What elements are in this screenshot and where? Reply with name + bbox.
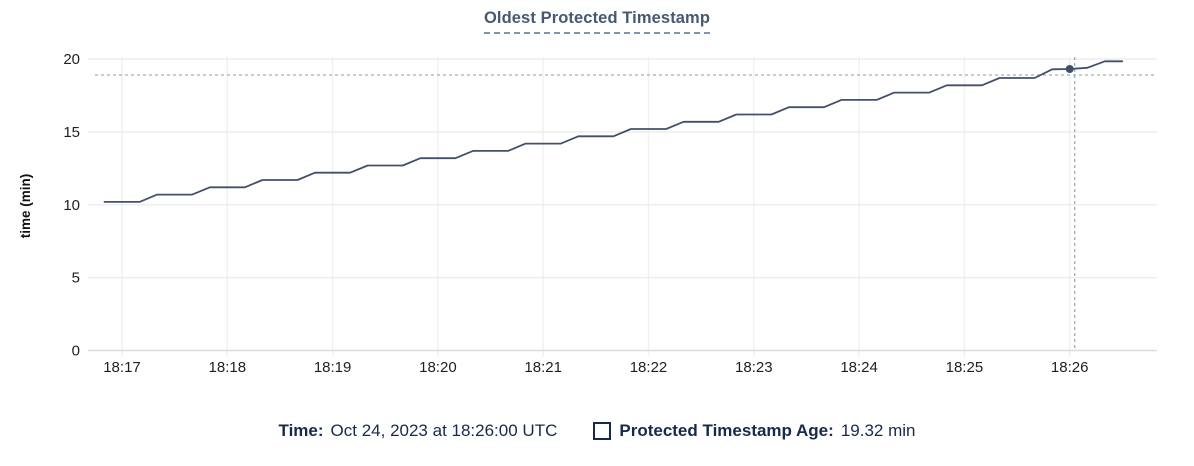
chart-plot-area[interactable]: 18:17 18:18 18:19 18:20 18:21 18:22 18:23 18:24… <box>0 0 1194 400</box>
series-swatch-icon <box>593 422 612 440</box>
x-tick-label: 18:19 <box>314 359 352 376</box>
y-tick-label: 0 <box>72 343 80 360</box>
y-tick-label: 5 <box>72 270 80 287</box>
y-axis-label: time (min) <box>18 174 33 239</box>
legend-series-toggle[interactable]: Protected Timestamp Age: 19.32 min <box>593 421 915 441</box>
y-tick-label: 15 <box>63 124 80 141</box>
y-tick-label: 10 <box>63 197 80 214</box>
hover-crosshair <box>95 57 1157 351</box>
x-tick-label: 18:21 <box>524 359 562 376</box>
chart-title: Oldest Protected Timestamp <box>483 9 711 34</box>
x-tick-label: 18:17 <box>103 359 141 376</box>
hover-point-dot <box>1065 65 1074 74</box>
x-tick-label: 18:18 <box>209 359 247 376</box>
x-tick-label: 18:23 <box>735 359 773 376</box>
x-axis-tick-labels: 18:17 18:18 18:19 18:20 18:21 18:22 18:23 18:24… <box>103 359 1088 376</box>
chart-title-wrap: Oldest Protected Timestamp <box>0 9 1194 34</box>
legend-series-value: 19.32 min <box>840 421 916 440</box>
y-tick-label: 20 <box>63 51 80 68</box>
x-tick-label: 18:24 <box>840 359 878 376</box>
x-tick-label: 18:20 <box>419 359 457 376</box>
series-line <box>103 60 1124 203</box>
vertical-gridlines <box>121 57 1071 357</box>
legend-time-item: Time: Oct 24, 2023 at 18:26:00 UTC <box>279 421 558 441</box>
horizontal-gridlines <box>88 58 1157 352</box>
x-tick-label: 18:25 <box>946 359 984 376</box>
x-tick-label: 18:26 <box>1051 359 1089 376</box>
legend-series-label: Protected Timestamp Age: <box>619 421 834 440</box>
x-tick-label: 18:22 <box>630 359 668 376</box>
legend-time-label: Time: <box>278 421 324 440</box>
chart-legend: Time: Oct 24, 2023 at 18:26:00 UTC Prote… <box>0 421 1194 441</box>
legend-time-value: Oct 24, 2023 at 18:26:00 UTC <box>330 421 558 440</box>
y-axis-tick-labels: 0 5 10 15 20 <box>63 51 80 359</box>
